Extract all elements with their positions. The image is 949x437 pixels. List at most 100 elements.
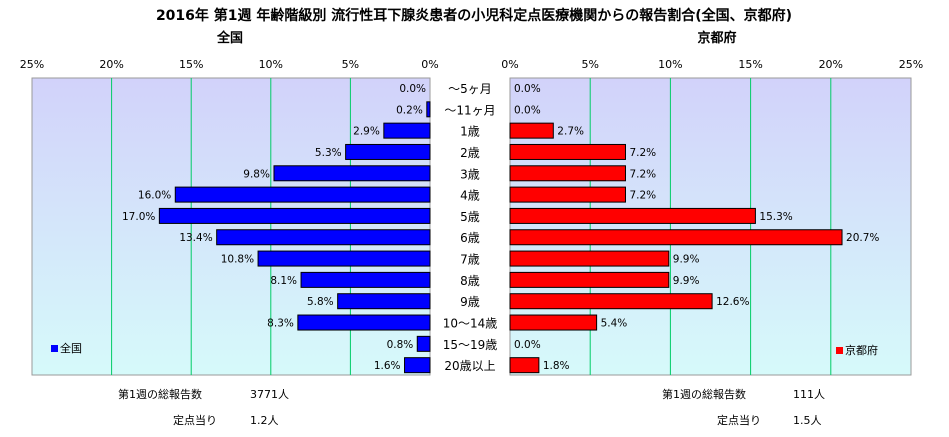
right-tick-label: 10%: [658, 58, 682, 71]
category-label: 〜5ヶ月: [448, 82, 492, 96]
right-panel-title: 京都府: [697, 30, 736, 46]
category-label: 7歳: [460, 253, 480, 267]
right-value-label: 20.7%: [846, 232, 879, 244]
right-value-label: 2.7%: [557, 126, 584, 138]
right-tick-label: 25%: [899, 58, 923, 71]
left-bar: [257, 250, 431, 267]
left-legend: 全国: [51, 341, 82, 355]
right-tick-label: 5%: [581, 58, 598, 71]
category-label: 20歳以上: [444, 359, 495, 373]
right-bar: [509, 207, 756, 224]
right-value-label: 9.9%: [673, 254, 700, 266]
category-label: 4歳: [460, 189, 480, 203]
left-value-label: 8.3%: [267, 318, 294, 330]
right-tick-label: 0%: [501, 58, 518, 71]
right-value-label: 12.6%: [716, 296, 749, 308]
right-per-label: 定点当り: [717, 413, 761, 427]
category-label: 〜11ヶ月: [444, 103, 495, 117]
category-label: 1歳: [460, 125, 480, 139]
left-value-label: 8.1%: [270, 275, 297, 287]
right-tick-label: 20%: [819, 58, 843, 71]
left-axis-ticks: 25% 20% 15% 10% 5% 0%: [20, 58, 439, 71]
left-bar: [345, 143, 431, 160]
left-bars: 0.0% 0.2% 2.9% 5.3% 9.8% 16.0% 17.0% 13.4% 10.8%…: [122, 83, 431, 374]
right-value-label: 0.0%: [514, 83, 541, 95]
right-axis-ticks: 0% 5% 10% 15% 20% 25%: [501, 58, 923, 71]
left-value-label: 17.0%: [122, 211, 155, 223]
left-tick-label: 20%: [99, 58, 123, 71]
right-value-label: 7.2%: [629, 168, 656, 180]
category-label: 10〜14歳: [443, 317, 498, 331]
right-bars: 0.0% 0.0% 2.7% 7.2% 7.2% 7.2% 15.3% 20.7% 9.9% 9.…: [509, 83, 879, 374]
chart-title: 2016年 第1週 年齢階級別 流行性耳下腺炎患者の小児科定点医療機関からの報告…: [156, 7, 792, 24]
category-label: 8歳: [460, 274, 480, 288]
category-label: 3歳: [460, 167, 480, 181]
left-bar: [383, 122, 431, 139]
left-bar: [273, 165, 431, 182]
right-bar: [509, 293, 713, 310]
right-value-label: 7.2%: [629, 147, 656, 159]
left-value-label: 16.0%: [138, 190, 171, 202]
right-value-label: 0.0%: [514, 104, 541, 116]
category-label: 2歳: [460, 146, 480, 160]
left-bar: [416, 335, 431, 352]
left-bar: [158, 207, 431, 224]
left-tick-label: 25%: [20, 58, 44, 71]
right-tick-label: 15%: [738, 58, 762, 71]
left-bar: [174, 186, 431, 203]
left-total-label: 第1週の総報告数: [118, 387, 202, 401]
right-value-label: 9.9%: [673, 275, 700, 287]
category-label: 15〜19歳: [443, 338, 498, 352]
right-total-value: 111人: [793, 388, 825, 401]
left-total-value: 3771人: [250, 388, 289, 401]
left-legend-label: 全国: [60, 341, 82, 355]
left-tick-label: 5%: [342, 58, 359, 71]
right-bar: [509, 271, 670, 288]
left-bar: [404, 357, 431, 374]
category-label: 6歳: [460, 231, 480, 245]
right-total-label: 第1週の総報告数: [662, 387, 746, 401]
right-bar: [509, 250, 670, 267]
right-bar: [509, 229, 843, 246]
right-legend-label: 京都府: [845, 343, 878, 357]
left-bar: [337, 293, 431, 310]
left-tick-label: 10%: [259, 58, 283, 71]
left-per-value: 1.2人: [250, 414, 279, 427]
category-label: 9歳: [460, 295, 480, 309]
right-bar: [509, 122, 554, 139]
right-legend: 京都府: [836, 343, 878, 357]
left-legend-swatch: [51, 345, 58, 352]
left-value-label: 10.8%: [221, 254, 254, 266]
right-bar: [509, 165, 626, 182]
left-per-label: 定点当り: [173, 413, 217, 427]
right-bar: [509, 143, 626, 160]
right-bar: [509, 186, 626, 203]
left-value-label: 9.8%: [243, 168, 270, 180]
left-value-label: 5.8%: [307, 296, 334, 308]
left-bar: [216, 229, 431, 246]
right-legend-swatch: [836, 347, 843, 354]
left-bar: [297, 314, 431, 331]
right-per-value: 1.5人: [793, 414, 822, 427]
right-value-label: 1.8%: [543, 360, 570, 372]
right-value-label: 7.2%: [629, 190, 656, 202]
left-value-label: 0.8%: [387, 339, 414, 351]
category-label: 5歳: [460, 210, 480, 224]
left-panel-title: 全国: [216, 30, 243, 46]
right-bar: [509, 314, 598, 331]
right-value-label: 5.4%: [601, 318, 628, 330]
left-tick-label: 0%: [421, 58, 438, 71]
left-value-label: 13.4%: [179, 232, 212, 244]
right-value-label: 0.0%: [514, 339, 541, 351]
left-value-label: 0.2%: [396, 104, 423, 116]
category-labels: 〜5ヶ月〜11ヶ月 1歳 2歳 3歳 4歳 5歳 6歳 7歳 8歳 9歳 10〜14歳 15〜19歳 2…: [443, 82, 498, 373]
left-value-label: 0.0%: [399, 83, 426, 95]
right-bar: [509, 357, 540, 374]
left-value-label: 1.6%: [374, 360, 401, 372]
right-value-label: 15.3%: [759, 211, 792, 223]
left-tick-label: 15%: [179, 58, 203, 71]
left-value-label: 5.3%: [315, 147, 342, 159]
left-bar: [300, 271, 431, 288]
